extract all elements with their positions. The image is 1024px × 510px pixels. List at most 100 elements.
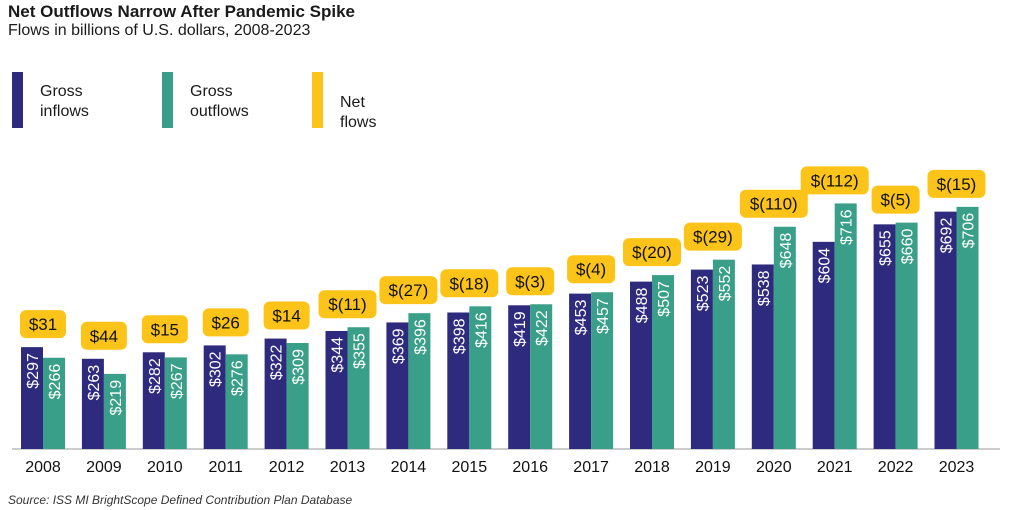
bar-value-label: $660 — [900, 229, 917, 265]
net-flow-badge — [141, 315, 188, 344]
bar-value-label: $538 — [756, 270, 773, 306]
x-tick-label: 2009 — [86, 459, 122, 476]
legend-swatch-outflows — [162, 72, 173, 128]
bar-value-label: $422 — [534, 310, 551, 346]
x-tick-label: 2022 — [878, 459, 914, 476]
chart-subtitle: Flows in billions of U.S. dollars, 2008-… — [8, 22, 311, 39]
bar-gross-outflows — [834, 203, 857, 449]
net-flow-label: $(27) — [389, 281, 429, 300]
bar-gross-inflows — [569, 293, 592, 449]
x-tick-label: 2023 — [939, 459, 975, 476]
bar-value-label: $507 — [656, 281, 673, 317]
bar-value-label: $276 — [230, 360, 247, 396]
bar-value-label: $266 — [47, 364, 64, 400]
bar-value-label: $552 — [717, 266, 734, 302]
x-tick-label: 2015 — [452, 459, 488, 476]
bar-value-label: $282 — [147, 358, 164, 394]
bar-gross-inflows — [386, 322, 409, 449]
bar-value-label: $302 — [208, 351, 225, 387]
net-flow-label: $(4) — [576, 260, 606, 279]
net-flow-badge — [800, 166, 869, 195]
bar-value-label: $297 — [25, 353, 42, 389]
net-flow-label: $(112) — [811, 171, 859, 190]
net-flow-label: $(29) — [693, 228, 733, 247]
bar-gross-inflows — [203, 345, 226, 449]
bar-value-label: $419 — [512, 311, 529, 347]
bar-gross-outflows — [286, 343, 309, 449]
net-flow-badge — [379, 276, 438, 305]
source-note: Source: ISS MI BrightScope Defined Contr… — [8, 493, 353, 507]
bar-gross-inflows — [142, 352, 165, 449]
net-flow-label: $44 — [90, 327, 118, 346]
chart-title: Net Outflows Narrow After Pandemic Spike — [8, 2, 355, 21]
net-flow-label: $(15) — [937, 175, 977, 194]
bar-value-label: $396 — [412, 319, 429, 355]
x-tick-label: 2020 — [756, 459, 792, 476]
bar-value-label: $369 — [390, 328, 407, 364]
legend-label: Gross — [190, 83, 233, 100]
bar-gross-outflows — [408, 313, 431, 449]
bar-gross-inflows — [447, 312, 470, 449]
net-flow-label: $(110) — [750, 195, 798, 214]
bar-value-label: $604 — [817, 248, 834, 284]
x-tick-label: 2013 — [330, 459, 366, 476]
bar-gross-outflows — [591, 292, 614, 449]
net-flow-label: $(11) — [328, 295, 366, 314]
x-tick-label: 2018 — [634, 459, 670, 476]
bar-value-label: $309 — [291, 349, 308, 385]
bar-value-label: $416 — [473, 312, 490, 348]
legend-label: Net flows — [340, 94, 377, 131]
bar-gross-inflows — [630, 281, 652, 449]
net-flow-label: $31 — [29, 315, 57, 334]
legend-label: outflows — [190, 103, 249, 120]
bar-gross-outflows — [773, 226, 796, 449]
x-tick-label: 2016 — [512, 459, 548, 476]
bar-value-label: $655 — [878, 230, 895, 266]
bar-gross-outflows — [347, 327, 370, 449]
bar-gross-outflows — [956, 206, 979, 449]
net-flow-badge — [683, 222, 742, 251]
net-flow-badge — [871, 185, 920, 214]
net-flow-label: $15 — [151, 320, 179, 339]
bar-gross-inflows — [873, 224, 896, 449]
net-flow-label: $14 — [272, 307, 300, 326]
bar-value-label: $398 — [451, 318, 468, 354]
bar-value-label: $523 — [695, 276, 712, 312]
x-tick-label: 2014 — [391, 459, 427, 476]
bar-value-label: $322 — [269, 344, 286, 380]
bar-gross-outflows — [652, 275, 674, 449]
net-flow-badge — [927, 169, 986, 198]
x-tick-label: 2008 — [25, 459, 61, 476]
bar-gross-inflows — [508, 305, 531, 449]
bar-value-label: $488 — [634, 288, 651, 324]
net-flow-label: $(3) — [515, 272, 545, 291]
x-tick-label: 2017 — [573, 459, 609, 476]
bar-gross-outflows — [225, 354, 248, 449]
bar-gross-inflows — [934, 211, 957, 449]
net-flow-badge — [440, 269, 499, 298]
net-flow-badge — [202, 308, 249, 337]
net-flow-badge — [567, 255, 616, 284]
net-flow-label: $(20) — [632, 243, 672, 262]
x-tick-label: 2010 — [147, 459, 183, 476]
net-flow-label: $26 — [212, 313, 240, 332]
net-flow-badge — [20, 310, 66, 339]
net-flow-badge — [506, 267, 555, 296]
bar-gross-outflows — [103, 373, 126, 449]
bar-gross-outflows — [164, 357, 187, 449]
bar-value-label: $692 — [939, 218, 956, 254]
bar-value-label: $267 — [169, 363, 186, 399]
legend-swatch-inflows — [12, 72, 23, 128]
bar-gross-outflows — [43, 357, 65, 449]
bar-gross-inflows — [81, 358, 104, 449]
bar-gross-inflows — [812, 241, 835, 449]
bar-value-label: $706 — [961, 213, 978, 249]
x-tick-label: 2019 — [695, 459, 731, 476]
bar-gross-inflows — [264, 338, 287, 449]
bar-value-label: $219 — [108, 380, 125, 416]
bar-value-label: $648 — [778, 233, 795, 269]
net-flow-label: $(5) — [880, 191, 910, 210]
legend-label: inflows — [40, 103, 89, 120]
net-flow-badge — [739, 189, 808, 218]
